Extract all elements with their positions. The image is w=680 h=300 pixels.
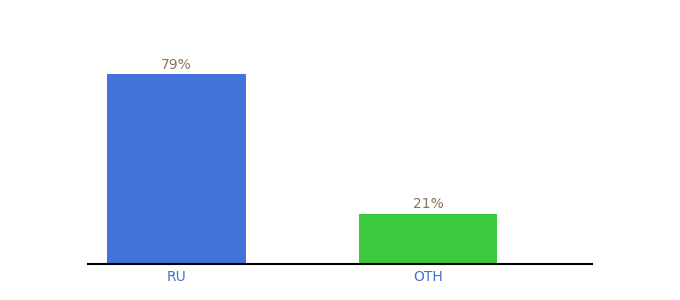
- Text: 21%: 21%: [413, 197, 443, 211]
- Text: 79%: 79%: [161, 58, 192, 72]
- Bar: [107, 74, 245, 264]
- Bar: [359, 214, 497, 264]
